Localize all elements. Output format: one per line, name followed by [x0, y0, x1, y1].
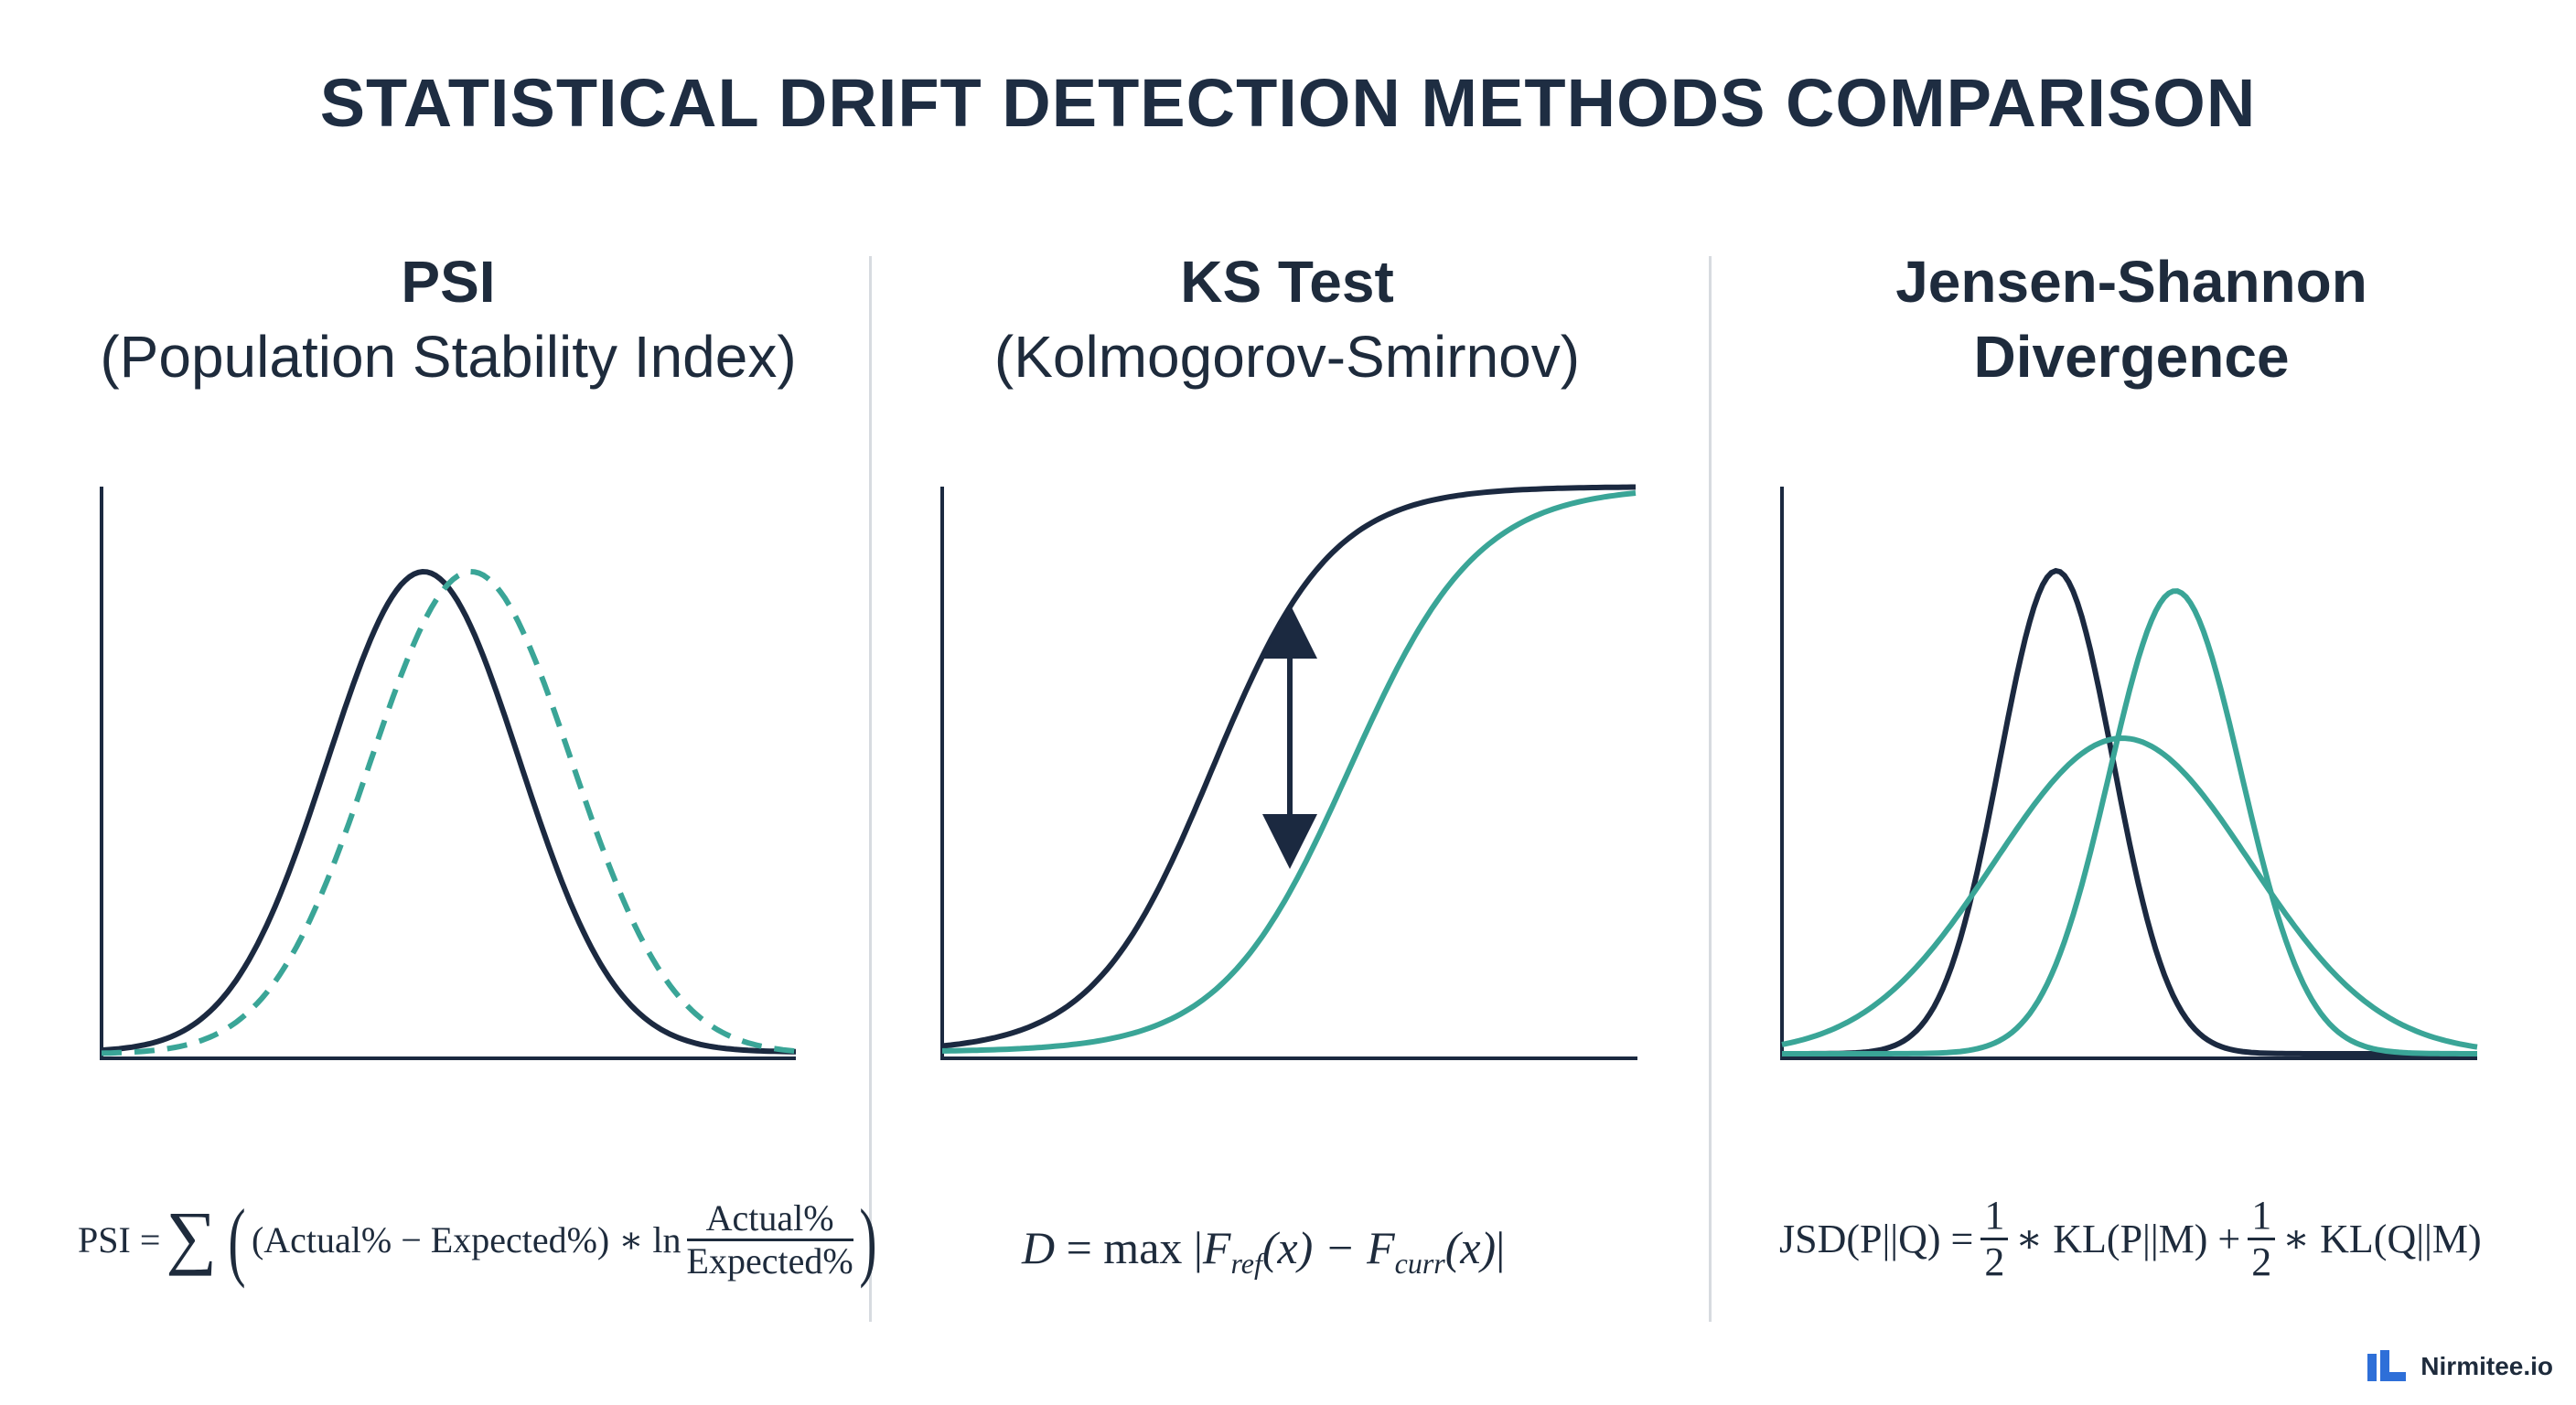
- js-half-1: 1 2: [1980, 1193, 2009, 1285]
- psi-title: PSI: [401, 249, 496, 315]
- ks-subtitle: (Kolmogorov-Smirnov): [993, 324, 1581, 390]
- ks-title: KS Test: [1180, 249, 1394, 315]
- ks-formula-eq: = max: [1066, 1222, 1183, 1273]
- js-half-1-num: 1: [1980, 1193, 2009, 1241]
- ks-sub-ref: ref: [1230, 1247, 1262, 1280]
- psi-formula-lhs: PSI =: [78, 1219, 161, 1260]
- ks-formula: D = max |Fref(x) − Fcurr(x)|: [1022, 1221, 1505, 1281]
- psi-plot: [100, 487, 797, 1060]
- js-title-line2: Divergence: [1973, 324, 2290, 390]
- js-formula-term1: ∗ KL(P||M) +: [2015, 1217, 2241, 1262]
- ks-panel-title: KS Test (Kolmogorov-Smirnov): [875, 244, 1699, 394]
- ks-formula-lhs: D: [1022, 1222, 1056, 1273]
- panel-divider-2: [1709, 256, 1712, 1322]
- js-plot: [1780, 487, 2478, 1060]
- right-paren: ): [859, 1191, 877, 1289]
- psi-axes: [100, 487, 796, 1060]
- page-title: STATISTICAL DRIFT DETECTION METHODS COMP…: [319, 65, 2257, 141]
- ks-plot: [940, 484, 1637, 1060]
- psi-actual-curve: [101, 568, 797, 1056]
- ks-current-cdf-curve: [942, 490, 1637, 1054]
- js-formula-term2: ∗ KL(Q||M): [2282, 1217, 2482, 1262]
- psi-formula: PSI = ∑ ( (Actual% − Expected%) ∗ ln Act…: [78, 1189, 883, 1291]
- brand-logo-text: Nirmitee.io: [2420, 1352, 2553, 1380]
- brand-logo: Nirmitee.io: [2367, 1350, 2553, 1383]
- psi-fraction: Actual% Expected%: [686, 1198, 853, 1282]
- abs-bar-left: |: [1193, 1222, 1203, 1273]
- ks-sub-curr: curr: [1394, 1247, 1445, 1280]
- psi-subtitle: (Population Stability Index): [100, 324, 797, 390]
- ks-f-curr: F: [1367, 1222, 1395, 1273]
- js-panel-title: Jensen-Shannon Divergence: [1720, 244, 2543, 394]
- js-half-2: 1 2: [2248, 1193, 2276, 1285]
- js-half-1-den: 2: [1984, 1239, 2005, 1285]
- psi-panel-title: PSI (Population Stability Index): [37, 244, 860, 394]
- ks-f-ref: F: [1202, 1222, 1231, 1273]
- left-paren: (: [228, 1191, 246, 1289]
- ks-x-ref: (x) −: [1261, 1222, 1356, 1273]
- js-formula-lhs: JSD(P||Q) =: [1779, 1217, 1974, 1262]
- psi-expected-curve: [101, 568, 796, 1055]
- ks-x-curr: (x): [1444, 1222, 1497, 1273]
- js-title: Jensen-Shannon: [1895, 249, 2367, 315]
- js-half-2-den: 2: [2251, 1239, 2272, 1285]
- ks-axes: [940, 487, 1637, 1060]
- js-half-2-num: 1: [2248, 1193, 2276, 1241]
- sum-symbol: ∑: [166, 1196, 217, 1276]
- psi-fraction-denominator: Expected%: [686, 1240, 853, 1282]
- nirmitee-logo-icon: [2367, 1350, 2407, 1381]
- js-p-distribution-curve: [1782, 567, 2477, 1056]
- js-formula: JSD(P||Q) = 1 2 ∗ KL(P||M) + 1 2 ∗ KL(Q|…: [1779, 1193, 2482, 1285]
- abs-bar-right: |: [1496, 1222, 1506, 1273]
- psi-formula-term: (Actual% − Expected%) ∗ ln: [251, 1219, 682, 1260]
- psi-fraction-numerator: Actual%: [686, 1198, 853, 1241]
- js-q-distribution-curve: [1782, 588, 2477, 1056]
- js-axes: [1780, 487, 2477, 1060]
- panel-divider-1: [869, 256, 872, 1322]
- js-m-mixture-curve: [1781, 735, 2478, 1050]
